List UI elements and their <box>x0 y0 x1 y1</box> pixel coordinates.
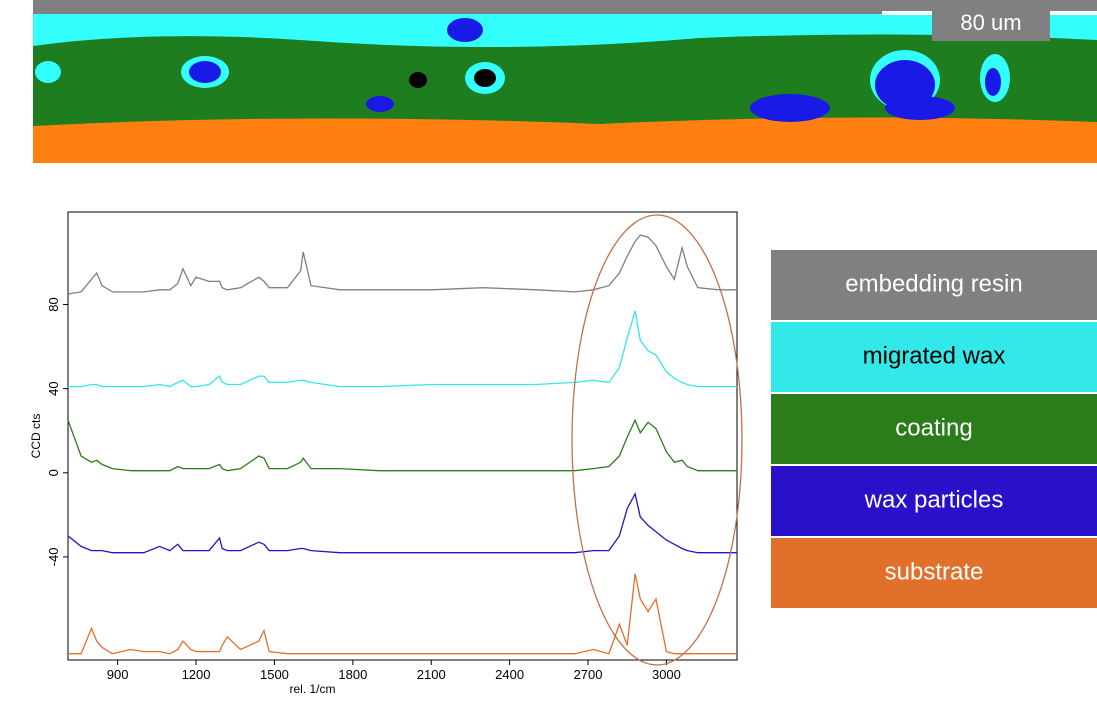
spectrum-line <box>67 234 737 295</box>
raman-map: 80 um <box>33 0 1097 163</box>
legend-label: embedding resin <box>845 270 1022 297</box>
legend-box <box>771 538 1097 608</box>
legend-box <box>771 322 1097 392</box>
x-axis-title: rel. 1/cm <box>289 682 335 696</box>
y-tick-label: 80 <box>46 297 61 311</box>
map-blob <box>366 96 394 112</box>
legend-label: wax particles <box>864 486 1004 513</box>
legend-box <box>771 394 1097 464</box>
x-tick-label: 900 <box>107 667 129 682</box>
x-tick-label: 2700 <box>574 667 603 682</box>
map-migrated-wax <box>33 14 1097 48</box>
x-tick-label: 3000 <box>652 667 681 682</box>
highlight-ellipse <box>571 214 743 666</box>
scale-box <box>932 3 1050 41</box>
x-tick-label: 1500 <box>260 667 289 682</box>
x-tick-label: 1800 <box>338 667 367 682</box>
legend-label: substrate <box>885 558 984 585</box>
y-tick-label: -40 <box>46 548 61 567</box>
map-blob <box>985 68 1001 96</box>
spectrum-line <box>68 573 737 655</box>
spectrum-line <box>67 418 737 472</box>
y-tick-label: 0 <box>46 469 61 476</box>
y-axis-title: CCD cts <box>29 414 43 459</box>
y-tick-label: 40 <box>46 381 61 395</box>
map-blob <box>885 96 955 120</box>
x-tick-label: 2400 <box>495 667 524 682</box>
spectrum-line <box>68 310 737 388</box>
legend: embedding resin migrated wax coating wax pa… <box>771 250 1097 608</box>
x-tick-label: 2100 <box>417 667 446 682</box>
x-tick-label: 1200 <box>182 667 211 682</box>
scale-label: 80 um <box>960 10 1021 35</box>
map-blob <box>189 61 221 83</box>
map-blob <box>35 61 61 83</box>
legend-box <box>771 466 1097 536</box>
map-resin <box>33 0 1097 14</box>
map-substrate <box>33 117 1097 163</box>
map-blob <box>447 18 483 42</box>
spectrum-line <box>67 491 737 554</box>
scale-bar <box>1050 11 1097 15</box>
legend-label: migrated wax <box>863 342 1006 369</box>
legend-box <box>771 250 1097 320</box>
legend-label: coating <box>895 414 972 441</box>
plot-frame <box>67 211 738 661</box>
map-blob <box>409 72 427 88</box>
map-blob <box>750 94 830 122</box>
map-blob <box>474 69 496 87</box>
scale-bar <box>882 11 932 15</box>
plot: 900 1200 1500 1800 2100 2400 2700 3000 -40 0 40 80 r… <box>29 211 743 696</box>
